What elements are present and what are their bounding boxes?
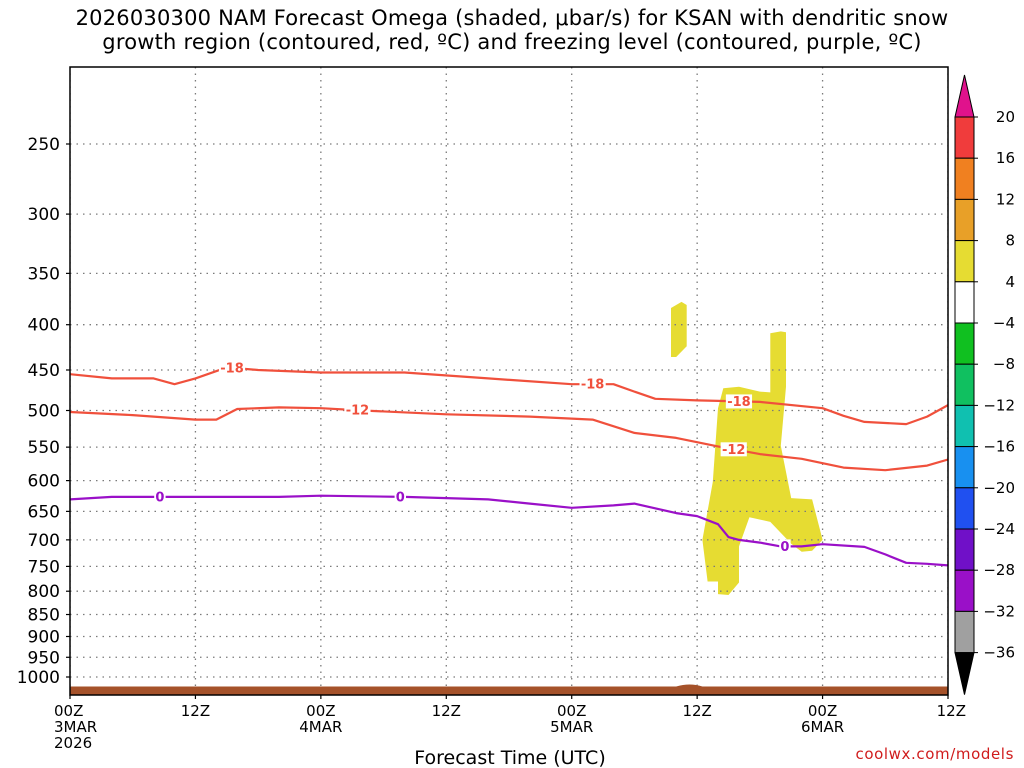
contour-label: -12	[722, 443, 746, 458]
colorbar-label: −24	[983, 520, 1015, 538]
x-tick-label: 12Z	[432, 702, 461, 720]
colorbar-label: −28	[983, 561, 1015, 579]
y-tick-label: 550	[28, 438, 60, 458]
colorbar-swatch	[954, 116, 975, 159]
x-axis-title: Forecast Time (UTC)	[414, 747, 605, 768]
x-tick-label: 5MAR	[550, 718, 593, 736]
contour-label-bg	[579, 377, 606, 392]
x-tick-label: 00Z	[306, 702, 335, 720]
colorbar-swatch	[954, 569, 975, 612]
colorbar-swatch	[954, 157, 975, 200]
colorbar-label: −36	[983, 644, 1015, 662]
colorbar-label: −32	[983, 602, 1015, 620]
grid-lines	[70, 67, 948, 695]
contour-label: 0	[780, 540, 789, 555]
colorbar-swatch	[954, 281, 975, 324]
watermark: coolwx.com/models	[855, 745, 1014, 763]
y-tick-label: 800	[28, 582, 60, 602]
contour-label: -12	[346, 404, 370, 419]
contour-line	[70, 406, 948, 472]
colorbar-label: −12	[983, 396, 1015, 414]
colorbar-swatch	[954, 198, 975, 242]
y-tick-label: 700	[28, 531, 60, 551]
x-tick-label: 6MAR	[801, 718, 844, 736]
y-tick-label: 350	[28, 264, 60, 284]
contour-3: 0 0 0	[70, 489, 948, 567]
colorbar-label: 16	[996, 149, 1015, 167]
contour-label-bg	[344, 403, 371, 418]
colorbar-bottom-arrow	[954, 652, 975, 695]
plot-content: -18 -18 -18 -12 -12 0 0 0	[70, 67, 948, 695]
colorbar-label: −8	[993, 355, 1015, 373]
y-tick-label: 450	[28, 361, 60, 381]
y-tick-label: 400	[28, 316, 60, 336]
x-tick-label: 00Z	[54, 702, 83, 720]
colorbar-swatch	[954, 610, 975, 654]
y-tick-label: 750	[28, 557, 60, 577]
y-tick-label: 850	[28, 606, 60, 626]
y-tick-label: 1000	[17, 668, 60, 688]
y-tick-label: 950	[28, 648, 60, 668]
colorbar-label: 12	[996, 190, 1015, 208]
x-tick-label: 12Z	[937, 702, 966, 720]
omega-shaded-region-1	[671, 301, 687, 357]
y-tick-label: 500	[28, 402, 60, 422]
colorbar-label: 20	[996, 108, 1015, 126]
y-axis: 2503003504004505005506006507007508008509…	[17, 135, 70, 688]
colorbar-swatch	[954, 487, 975, 530]
colorbar: 20 16 12 8 4 −4 −8 −12 −16 −20 −24 −28 −32 −36	[954, 74, 1015, 695]
chart-title-line-2: growth region (contoured, red, ºC) and f…	[102, 30, 922, 54]
colorbar-label: 8	[1005, 232, 1015, 250]
plot-frame	[69, 66, 949, 696]
y-tick-label: 650	[28, 502, 60, 522]
terrain-bar	[70, 686, 948, 695]
colorbar-swatch	[954, 363, 975, 406]
contour-label-bg	[779, 539, 791, 554]
colorbar-label: 4	[1005, 273, 1015, 291]
y-tick-label: 900	[28, 627, 60, 647]
colorbar-label: −16	[983, 438, 1015, 456]
x-tick-label: 12Z	[181, 702, 210, 720]
x-tick-label: 4MAR	[299, 718, 342, 736]
plot-area	[70, 67, 948, 695]
contour-label-bg	[725, 394, 753, 409]
contour-label: 0	[155, 490, 164, 505]
colorbar-swatch	[954, 528, 975, 571]
contour-line	[70, 494, 948, 567]
contour-label: 0	[396, 490, 405, 505]
contour-label-bg	[154, 489, 166, 504]
y-tick-label: 600	[28, 472, 60, 492]
x-tick-label: 12Z	[682, 702, 711, 720]
colorbar-top-arrow	[954, 74, 975, 118]
contour-label-bg	[720, 442, 747, 457]
colorbar-swatch	[954, 404, 975, 448]
contour-label: -18	[220, 361, 244, 376]
contour-label-bg	[394, 489, 406, 504]
contour-1: -18 -18 -18	[70, 360, 948, 426]
colorbar-label: −20	[983, 479, 1015, 497]
colorbar-swatch	[954, 322, 975, 365]
y-tick-label: 300	[28, 205, 60, 225]
colorbar-swatch	[954, 446, 975, 489]
contour-label: -18	[581, 378, 605, 393]
chart-title-line-1: 2026030300 NAM Forecast Omega (shaded, μ…	[75, 6, 949, 30]
y-tick-label: 250	[28, 135, 60, 155]
chart-title: 2026030300 NAM Forecast Omega (shaded, μ…	[0, 6, 1024, 54]
x-tick-label: 00Z	[808, 702, 837, 720]
colorbar-label: −4	[993, 314, 1015, 332]
x-tick-label: 00Z	[557, 702, 586, 720]
contour-2: -12 -12	[70, 403, 948, 472]
terrain-bump	[676, 684, 703, 687]
contour-label: -18	[727, 395, 751, 410]
colorbar-swatch	[954, 240, 975, 283]
x-tick-label: 3MAR	[54, 718, 97, 736]
x-tick-label: 2026	[54, 734, 92, 752]
contour-label-bg	[218, 360, 246, 375]
